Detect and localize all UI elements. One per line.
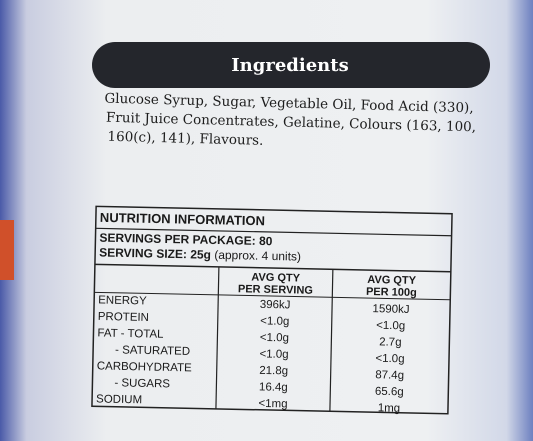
- row-label: ENERGY: [98, 294, 147, 307]
- serving-size: SERVING SIZE: 25g (approx. 4 units): [99, 246, 301, 264]
- row-label: SODIUM: [96, 393, 142, 406]
- per-100g: 2.7g: [379, 336, 402, 348]
- row-label: FAT - TOTAL: [97, 327, 164, 340]
- rule: [329, 269, 334, 412]
- per-100g: 65.6g: [375, 386, 404, 399]
- edge-color: [0, 220, 14, 280]
- rule: [215, 266, 220, 409]
- row-label: CARBOHYDRATE: [97, 360, 193, 374]
- per-serving: <1.0g: [260, 315, 289, 328]
- ingredients-heading: Ingredients: [231, 55, 348, 76]
- column-header: PER SERVING: [238, 283, 313, 297]
- servings-per-package: SERVINGS PER PACKAGE: 80: [99, 231, 273, 249]
- per-100g: <1.0g: [375, 353, 404, 366]
- row-label: - SUGARS: [114, 377, 170, 390]
- nutrition-panel: NUTRITION INFORMATION SERVINGS PER PACKA…: [91, 205, 453, 415]
- per-serving: 396kJ: [260, 299, 291, 312]
- banner: [92, 42, 490, 88]
- rule: [95, 227, 452, 237]
- per-100g: 1mg: [378, 402, 401, 414]
- per-serving: <1.0g: [259, 348, 288, 361]
- rule: [94, 291, 451, 301]
- ingredients-line: 160(c), 141), Flavours.: [107, 129, 263, 149]
- per-100g: 1590kJ: [372, 303, 409, 316]
- rule: [94, 263, 451, 273]
- per-100g: 87.4g: [375, 369, 404, 382]
- per-serving: 16.4g: [259, 381, 288, 394]
- serving-size-value: SERVING SIZE: 25g: [99, 246, 211, 262]
- column-header: PER 100g: [366, 286, 417, 299]
- per-100g: <1.0g: [376, 320, 405, 333]
- row-label: PROTEIN: [98, 311, 149, 324]
- row-label: - SATURATED: [115, 344, 190, 358]
- per-serving: <1.0g: [260, 332, 289, 345]
- table-border: [91, 205, 453, 415]
- column-header: AVG QTY: [251, 272, 301, 285]
- serving-size-note: (approx. 4 units): [214, 248, 301, 264]
- column-header: AVG QTY: [367, 274, 417, 287]
- per-serving: 21.8g: [259, 365, 288, 378]
- nutrition-title: NUTRITION INFORMATION: [100, 210, 265, 228]
- per-serving: <1mg: [258, 398, 287, 411]
